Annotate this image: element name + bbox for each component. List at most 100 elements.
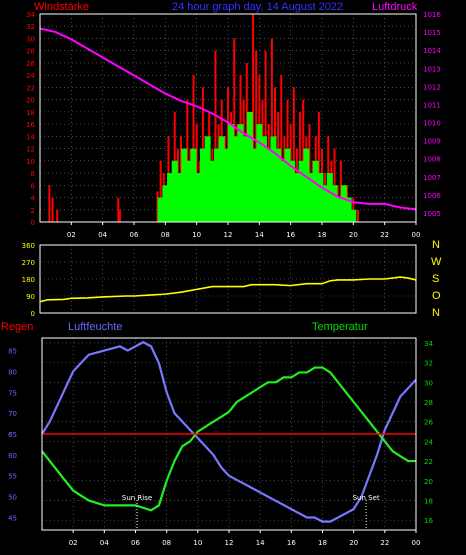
pressure-tick-label: 1005: [423, 210, 441, 218]
gust-bar: [308, 173, 315, 222]
gust-bar: [251, 148, 258, 222]
gust-bar: [340, 185, 347, 222]
humidity-tick-label: 80: [8, 368, 17, 376]
pressure-tick-label: 1015: [423, 29, 441, 37]
gust-bar: [317, 173, 324, 222]
wind-pressure-chart: 0246810121416182022242628303234100510061…: [26, 11, 441, 239]
wind-direction-chart: 0 90 180 270 360: [22, 242, 417, 318]
compass-n-top: N: [432, 239, 440, 251]
temperature-tick-label: 16: [424, 517, 433, 525]
wind-tick-label: 26: [26, 60, 35, 68]
wind-tick-label: 4: [31, 195, 36, 203]
gust-bar: [261, 136, 268, 222]
wind-tick-label: 28: [26, 48, 35, 56]
gust-bar: [181, 148, 188, 222]
gust-bar: [232, 136, 239, 222]
x-tick-label: 10: [193, 539, 202, 547]
temperature-tick-label: 28: [424, 399, 433, 407]
x-tick-label: 08: [161, 231, 170, 239]
humidity-tick-label: 85: [8, 348, 17, 356]
x-tick-label: 22: [380, 539, 389, 547]
gust-bar: [265, 148, 272, 222]
x-tick-label: 04: [98, 231, 107, 239]
x-tick-label: 14: [256, 539, 265, 547]
rain-zero-label: 0: [8, 431, 12, 439]
gust-bar: [275, 148, 282, 222]
pressure-line: [39, 27, 417, 211]
pressure-tick-label: 1009: [423, 138, 441, 146]
gust-bar: [204, 136, 211, 222]
x-tick-label: 04: [100, 539, 109, 547]
pressure-tick-label: 1014: [423, 47, 441, 55]
gust-bar: [331, 185, 338, 222]
x-tick-label: 16: [286, 231, 295, 239]
x-tick-label: 16: [287, 539, 296, 547]
gust-bar: [345, 197, 352, 222]
gust-bar: [270, 136, 277, 222]
gust-bar: [162, 185, 169, 222]
gust-bar: [195, 173, 202, 222]
compass-n-bottom: N: [432, 307, 440, 319]
pressure-tick-label: 1013: [423, 65, 441, 73]
wind-tick-label: 34: [26, 11, 35, 19]
wind-tick-label: 16: [26, 121, 35, 129]
gust-bar: [199, 148, 206, 222]
gust-bar: [246, 111, 253, 222]
gust-bar: [223, 148, 230, 222]
temperature-label: Temperatur: [312, 321, 368, 333]
temperature-tick-label: 20: [424, 478, 433, 486]
direction-tick-label: 270: [22, 259, 35, 267]
direction-tick-label: 180: [22, 276, 35, 284]
temperature-tick-label: 22: [424, 458, 433, 466]
temperature-tick-label: 30: [424, 379, 433, 387]
gust-bar: [322, 185, 329, 222]
wind-bar: [48, 185, 51, 222]
wind-bar: [270, 38, 273, 223]
wind-bar: [357, 209, 360, 222]
humidity-tick-label: 45: [8, 514, 17, 522]
temperature-tick-label: 34: [424, 340, 433, 348]
wind-label: Windstärke: [34, 1, 89, 13]
pressure-tick-label: 1006: [423, 192, 441, 200]
x-tick-label: 02: [67, 231, 76, 239]
pressure-tick-label: 1011: [423, 101, 441, 109]
wind-bar: [317, 111, 320, 222]
gust-bar: [326, 173, 333, 222]
pressure-tick-label: 1007: [423, 174, 441, 182]
x-tick-label: 10: [192, 231, 201, 239]
compass-o: O: [432, 290, 441, 302]
wind-bar: [255, 50, 258, 222]
gust-bar: [176, 173, 183, 222]
gust-bar: [289, 160, 296, 222]
wind-tick-label: 12: [26, 146, 35, 154]
direction-tick-label: 90: [26, 293, 35, 301]
gust-bar: [256, 124, 263, 222]
wind-tick-label: 6: [31, 182, 36, 190]
wind-bar: [51, 197, 54, 222]
wind-bar: [56, 209, 59, 222]
compass-s: S: [432, 273, 439, 285]
humidity-line: [41, 340, 417, 523]
x-tick-label: 00: [412, 539, 421, 547]
x-tick-label: 12: [225, 539, 234, 547]
wind-bar: [117, 197, 120, 222]
humidity-tick-label: 55: [8, 473, 17, 481]
humidity-temperature-chart: 0 Sun Rise Sun Set 45 50 55 60 65 70 75 80 85 16 18 20…: [8, 337, 433, 547]
gust-bar: [214, 148, 221, 222]
x-tick-label: 02: [69, 539, 78, 547]
wind-bar: [192, 75, 195, 222]
gust-bar: [190, 148, 197, 222]
x-tick-label: 18: [318, 231, 327, 239]
x-tick-label: 18: [318, 539, 327, 547]
gust-bar: [167, 173, 174, 222]
pressure-label: Luftdruck: [372, 1, 418, 13]
wind-tick-label: 18: [26, 109, 35, 117]
x-tick-label: 12: [224, 231, 233, 239]
gust-bar: [303, 148, 310, 222]
x-tick-label: 08: [162, 539, 171, 547]
rain-label: Regen: [1, 321, 33, 333]
humidity-tick-label: 75: [8, 389, 17, 397]
humidity-tick-label: 70: [8, 410, 17, 418]
gust-bar: [185, 160, 192, 222]
